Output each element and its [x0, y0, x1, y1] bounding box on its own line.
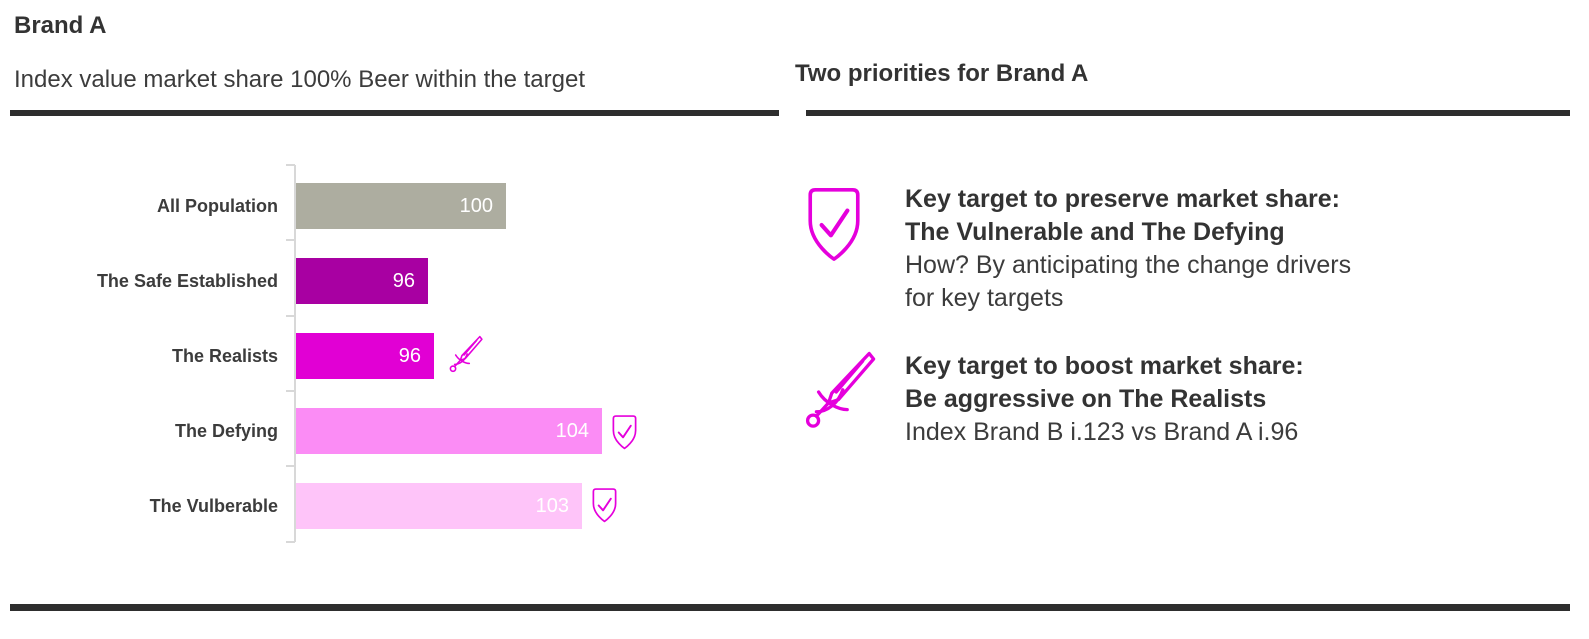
- category-label: All Population: [157, 196, 278, 216]
- priority-2-targets: Be aggressive on The Realists: [905, 385, 1267, 413]
- category-label: The Vulberable: [149, 496, 278, 516]
- axis-tick: [286, 239, 295, 241]
- shield-check-icon: [610, 414, 639, 456]
- chart-row: The Realists 96: [0, 333, 780, 379]
- page-title: Brand A: [14, 12, 107, 39]
- chart-row: All Population 100: [0, 183, 780, 229]
- bar-all-population: 100: [296, 183, 506, 229]
- bar-vulberable: 103: [296, 483, 582, 529]
- axis-tick: [286, 390, 295, 392]
- axis-tick: [286, 315, 295, 317]
- bar-value-label: 100: [459, 195, 493, 217]
- priority-1-detail: for key targets: [905, 284, 1064, 312]
- chart-row: The Defying 104: [0, 408, 780, 454]
- priority-2-headline: Key target to boost market share:: [905, 352, 1304, 380]
- chart-row: The Vulberable 103: [0, 483, 780, 529]
- axis-tick: [286, 541, 295, 543]
- shield-check-icon: [590, 487, 619, 529]
- priority-1-headline: Key target to preserve market share:: [905, 185, 1340, 213]
- sword-icon: [790, 348, 878, 441]
- left-divider: [10, 110, 779, 116]
- bar-realists: 96: [296, 333, 434, 379]
- shield-check-icon: [803, 182, 865, 273]
- axis-tick: [286, 164, 295, 166]
- bar-value-label: 104: [555, 420, 589, 442]
- priority-2-detail: Index Brand B i.123 vs Brand A i.96: [905, 418, 1299, 446]
- chart-title: Index value market share 100% Beer withi…: [14, 66, 585, 93]
- priorities-title: Two priorities for Brand A: [795, 60, 1089, 87]
- bar-defying: 104: [296, 408, 602, 454]
- category-label: The Safe Established: [96, 271, 278, 291]
- priority-2-text: Key target to boost market share: Be agg…: [905, 350, 1465, 449]
- bar-safe-established: 96: [296, 258, 428, 304]
- y-axis-line: [294, 165, 296, 542]
- category-label: The Realists: [171, 346, 278, 366]
- priority-1-targets: The Vulnerable and The Defying: [905, 218, 1285, 246]
- category-label: The Defying: [174, 421, 278, 441]
- priority-1-detail: How? By anticipating the change drivers: [905, 251, 1352, 279]
- sword-icon: [442, 334, 484, 381]
- bottom-divider: [10, 604, 1570, 611]
- right-divider: [806, 110, 1570, 116]
- bar-value-label: 96: [392, 270, 415, 292]
- bar-value-label: 96: [398, 345, 421, 367]
- priority-1-text: Key target to preserve market share: The…: [905, 183, 1465, 315]
- bar-value-label: 103: [535, 495, 569, 517]
- chart-row: The Safe Established 96: [0, 258, 780, 304]
- axis-tick: [286, 465, 295, 467]
